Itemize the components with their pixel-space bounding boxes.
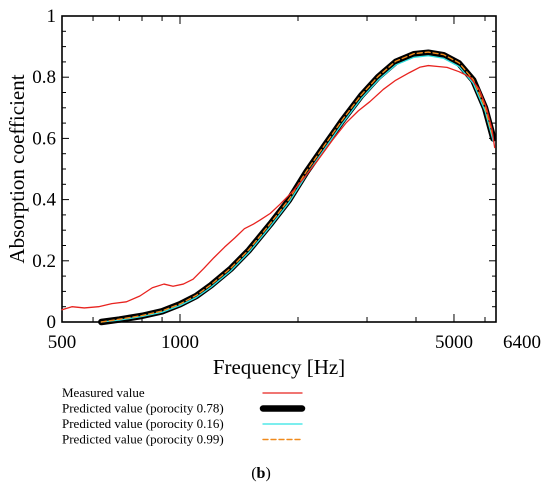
series-line-4 bbox=[100, 51, 495, 323]
x-tick-label: 500 bbox=[48, 332, 77, 353]
legend-label-4: Predicted value (porocity 0.99) bbox=[62, 432, 224, 447]
x-tick-label: 6400 bbox=[503, 332, 541, 353]
y-tick-label: 0.2 bbox=[32, 251, 56, 272]
series-line-3 bbox=[100, 55, 494, 323]
legend-label-3: Predicted value (porocity 0.16) bbox=[62, 416, 224, 431]
series-line-2 bbox=[98, 49, 497, 326]
panel-label: (b) bbox=[251, 465, 271, 482]
series-line-1 bbox=[61, 64, 496, 311]
plot-area: 0 0.2 0.4 0.6 0.8 1 500 1000 5000 6400 bbox=[32, 6, 541, 353]
x-tick-label: 1000 bbox=[161, 332, 199, 353]
legend-label-2: Predicted value (porocity 0.78) bbox=[62, 401, 224, 416]
y-tick-label: 0.8 bbox=[32, 67, 56, 88]
plot-frame bbox=[61, 15, 497, 323]
y-axis-title: Absorption coefficient bbox=[5, 74, 29, 263]
y-tick-label: 1 bbox=[47, 6, 57, 27]
panel-label-letter: b bbox=[257, 465, 266, 482]
y-tick-label: 0 bbox=[47, 312, 57, 333]
x-axis-title: Frequency [Hz] bbox=[213, 355, 345, 379]
legend-label-1: Measured value bbox=[62, 385, 145, 400]
x-tick-label: 5000 bbox=[435, 332, 473, 353]
y-tick-label: 0.4 bbox=[32, 190, 56, 211]
y-tick-label: 0.6 bbox=[32, 128, 56, 149]
